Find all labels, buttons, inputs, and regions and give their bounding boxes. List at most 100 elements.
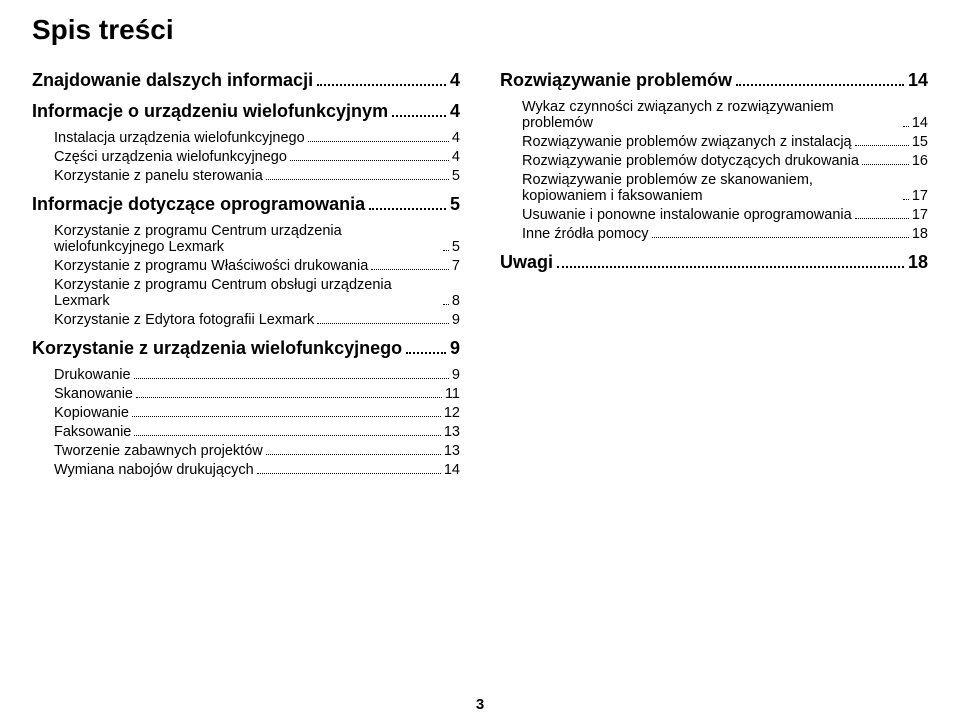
- toc-page-number: 18: [908, 252, 928, 273]
- toc-label: Znajdowanie dalszych informacji: [32, 70, 313, 91]
- toc-page-number: 17: [912, 188, 928, 204]
- toc-leader-dots: [406, 352, 446, 354]
- toc-column-right: Rozwiązywanie problemów 14 Wykaz czynności…: [500, 60, 928, 481]
- toc-entry: Korzystanie z programu Centrum obsługi u…: [54, 277, 460, 309]
- toc-entry: Instalacja urządzenia wielofunkcyjnego 4: [54, 130, 460, 146]
- toc-leader-dots: [136, 397, 442, 398]
- toc-page-number: 9: [452, 312, 460, 328]
- toc-leader-dots: [652, 237, 909, 238]
- toc-page-number: 4: [450, 70, 460, 91]
- page-title: Spis treści: [32, 14, 928, 46]
- toc-page-number: 7: [452, 258, 460, 274]
- toc-leader-dots: [134, 435, 440, 436]
- toc-label: Drukowanie: [54, 367, 131, 383]
- toc-entry: Korzystanie z programu Właściwości druko…: [54, 258, 460, 274]
- toc-page-number: 5: [450, 194, 460, 215]
- toc-page-number: 9: [452, 367, 460, 383]
- toc-label: Inne źródła pomocy: [522, 226, 649, 242]
- toc-section: Uwagi 18: [500, 252, 928, 273]
- toc-page-number: 14: [912, 115, 928, 131]
- toc-leader-dots: [134, 378, 449, 379]
- toc-leader-dots: [308, 141, 449, 142]
- toc-entry: Inne źródła pomocy 18: [522, 226, 928, 242]
- toc-label: Wykaz czynności związanych z rozwiązywan…: [522, 99, 900, 131]
- toc-entry: Usuwanie i ponowne instalowanie oprogram…: [522, 207, 928, 223]
- toc-leader-dots: [369, 208, 446, 210]
- toc-page-number: 4: [450, 101, 460, 122]
- toc-label: Faksowanie: [54, 424, 131, 440]
- toc-entry: Skanowanie 11: [54, 386, 460, 402]
- toc-entry: Wymiana nabojów drukujących 14: [54, 462, 460, 478]
- toc-label: Skanowanie: [54, 386, 133, 402]
- toc-page-number: 5: [452, 168, 460, 184]
- toc-leader-dots: [443, 304, 449, 305]
- toc-leader-dots: [266, 179, 449, 180]
- toc-leader-dots: [903, 126, 909, 127]
- toc-page-number: 17: [912, 207, 928, 223]
- toc-entry: Drukowanie 9: [54, 367, 460, 383]
- toc-label: Informacje dotyczące oprogramowania: [32, 194, 365, 215]
- toc-label: Rozwiązywanie problemów dotyczących druk…: [522, 153, 859, 169]
- page-number: 3: [0, 696, 960, 713]
- toc-section: Rozwiązywanie problemów 14: [500, 70, 928, 91]
- toc-leader-dots: [290, 160, 449, 161]
- toc-entry: Faksowanie13: [54, 424, 460, 440]
- toc-label: Korzystanie z Edytora fotografii Lexmark: [54, 312, 314, 328]
- toc-page-number: 14: [444, 462, 460, 478]
- toc-entry: Korzystanie z programu Centrum urządzeni…: [54, 223, 460, 255]
- toc-leader-dots: [317, 323, 449, 324]
- toc-page-number: 18: [912, 226, 928, 242]
- toc-label: Korzystanie z panelu sterowania: [54, 168, 263, 184]
- toc-entry: Rozwiązywanie problemów dotyczących druk…: [522, 153, 928, 169]
- toc-leader-dots: [903, 199, 909, 200]
- toc-leader-dots: [132, 416, 441, 417]
- toc-entry: Rozwiązywanie problemów związanych z ins…: [522, 134, 928, 150]
- toc-page-number: 14: [908, 70, 928, 91]
- toc-leader-dots: [257, 473, 441, 474]
- toc-label: Instalacja urządzenia wielofunkcyjnego: [54, 130, 305, 146]
- toc-section: Informacje o urządzeniu wielofunkcyjnym 4: [32, 101, 460, 122]
- toc-label: Kopiowanie: [54, 405, 129, 421]
- toc-page-number: 9: [450, 338, 460, 359]
- toc-section: Korzystanie z urządzenia wielofunkcyjneg…: [32, 338, 460, 359]
- toc-label: Części urządzenia wielofunkcyjnego: [54, 149, 287, 165]
- toc-label: Rozwiązywanie problemów ze skanowaniem, …: [522, 172, 900, 204]
- toc-label: Korzystanie z programu Centrum urządzeni…: [54, 223, 440, 255]
- toc-label: Rozwiązywanie problemów: [500, 70, 732, 91]
- toc-leader-dots: [266, 454, 441, 455]
- toc-label: Informacje o urządzeniu wielofunkcyjnym: [32, 101, 388, 122]
- toc-label: Tworzenie zabawnych projektów: [54, 443, 263, 459]
- toc-section: Informacje dotyczące oprogramowania 5: [32, 194, 460, 215]
- toc-label: Korzystanie z programu Centrum obsługi u…: [54, 277, 440, 309]
- toc-page-number: 4: [452, 130, 460, 146]
- toc-label: Usuwanie i ponowne instalowanie oprogram…: [522, 207, 852, 223]
- toc-label: Wymiana nabojów drukujących: [54, 462, 254, 478]
- toc-leader-dots: [557, 266, 904, 268]
- toc-page-number: 12: [444, 405, 460, 421]
- toc-page-number: 13: [444, 443, 460, 459]
- toc-leader-dots: [862, 164, 909, 165]
- toc-columns: Znajdowanie dalszych informacji4Informac…: [32, 60, 928, 481]
- toc-label: Rozwiązywanie problemów związanych z ins…: [522, 134, 852, 150]
- toc-page-number: 16: [912, 153, 928, 169]
- toc-leader-dots: [317, 84, 446, 86]
- toc-entry: Korzystanie z panelu sterowania 5: [54, 168, 460, 184]
- toc-entry: Korzystanie z Edytora fotografii Lexmark…: [54, 312, 460, 328]
- toc-page-number: 8: [452, 293, 460, 309]
- toc-section: Znajdowanie dalszych informacji 4: [32, 70, 460, 91]
- toc-leader-dots: [443, 250, 449, 251]
- toc-entry: Tworzenie zabawnych projektów 13: [54, 443, 460, 459]
- toc-leader-dots: [736, 84, 904, 86]
- toc-label: Korzystanie z urządzenia wielofunkcyjneg…: [32, 338, 402, 359]
- toc-leader-dots: [371, 269, 449, 270]
- toc-leader-dots: [855, 218, 909, 219]
- toc-page-number: 11: [445, 386, 460, 402]
- toc-label: Korzystanie z programu Właściwości druko…: [54, 258, 368, 274]
- toc-page-number: 15: [912, 134, 928, 150]
- toc-leader-dots: [855, 145, 909, 146]
- toc-entry: Kopiowanie 12: [54, 405, 460, 421]
- toc-entry: Części urządzenia wielofunkcyjnego4: [54, 149, 460, 165]
- toc-label: Uwagi: [500, 252, 553, 273]
- toc-entry: Wykaz czynności związanych z rozwiązywan…: [522, 99, 928, 131]
- toc-page-number: 5: [452, 239, 460, 255]
